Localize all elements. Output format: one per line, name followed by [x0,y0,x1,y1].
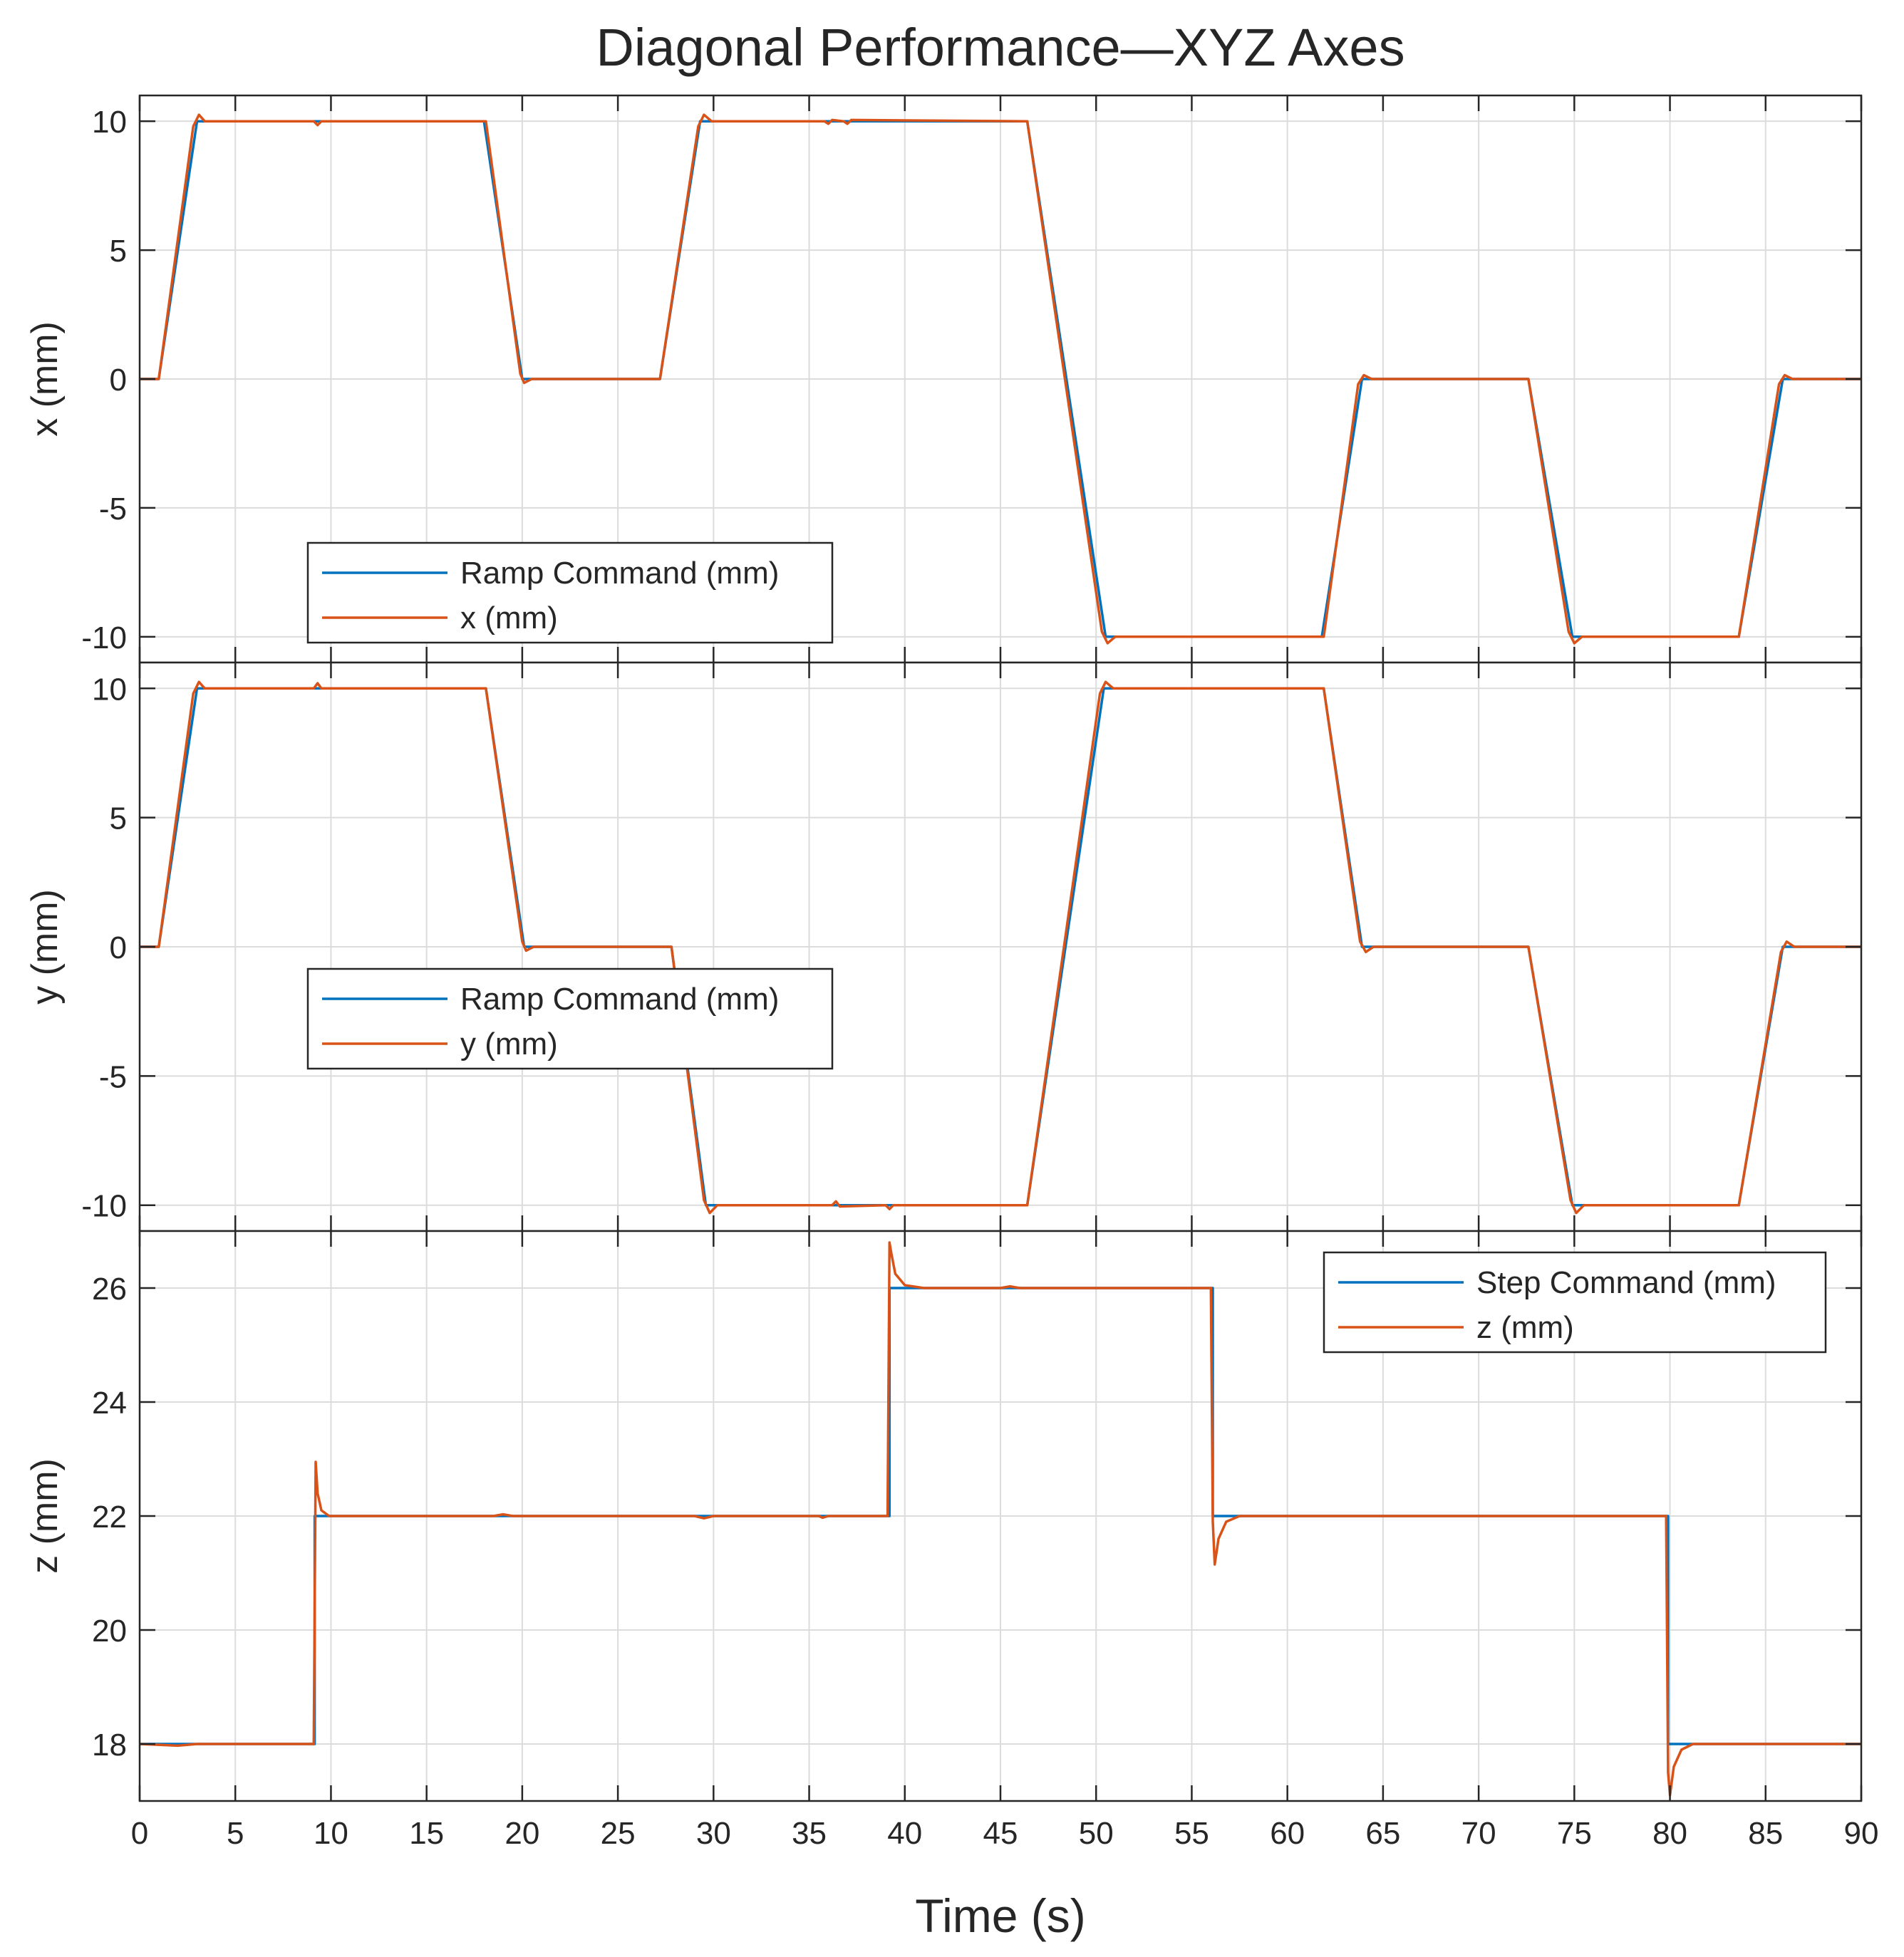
panel-y: -10 -5 0 5 10 y (mm) Ramp Command (mm) y (mm) [24,661,1863,1232]
y-tick-label-y: 5 [110,801,127,836]
legend-x: Ramp Command (mm) x (mm) [306,541,834,644]
chart-title: Diagonal Performance—XYZ Axes [596,18,1404,77]
x-tick-label: 20 [505,1816,539,1851]
x-tick-label: 50 [1079,1816,1114,1851]
legend-label-y: y (mm) [460,1027,558,1061]
legend-box-y [306,967,834,1070]
legend-box-x [306,541,834,644]
x-tick-label: 30 [696,1816,731,1851]
y-tick-label-x: 5 [110,234,127,269]
x-axis-label: Time (s) [915,1889,1086,1942]
y-tick-label-z: 22 [92,1500,127,1535]
series-line-y-response [140,680,1861,1215]
x-tick-label: 40 [887,1816,922,1851]
y-tick-label-z: 20 [92,1614,127,1649]
series-line-z-response [139,1241,1861,1797]
y-tick-label-z: 18 [92,1728,127,1763]
x-tick-label: 15 [409,1816,444,1851]
legend-label-z: z (mm) [1476,1310,1574,1345]
y-tick-label-y: 0 [110,930,127,965]
legend-label-z: Step Command (mm) [1476,1265,1776,1300]
y-tick-label-z: 26 [92,1272,127,1307]
x-tick-label: 60 [1270,1816,1305,1851]
series-line-x-response [140,113,1861,645]
x-tick-label: 75 [1557,1816,1592,1851]
x-tick-label: 55 [1174,1816,1209,1851]
x-tick-label: 10 [314,1816,348,1851]
x-tick-label: 0 [131,1816,148,1851]
legend-y: Ramp Command (mm) y (mm) [306,967,834,1070]
y-axis-label-y: y (mm) [24,889,66,1005]
y-tick-label-x: 0 [110,363,127,398]
legend-label-x: x (mm) [460,601,558,635]
y-tick-label-x: -10 [81,621,127,655]
x-tick-label: 45 [983,1816,1018,1851]
x-tick-label: 25 [601,1816,636,1851]
y-tick-label-x: 10 [92,105,127,140]
y-tick-label-y: 10 [92,672,127,707]
y-tick-label-y: -5 [99,1059,127,1094]
y-tick-label-z: 24 [92,1386,127,1421]
x-tick-label: 85 [1748,1816,1783,1851]
x-tick-label: 5 [227,1816,244,1851]
y-axis-label-z: z (mm) [24,1458,66,1574]
y-tick-label-y: -10 [81,1189,127,1224]
x-tick-label: 90 [1844,1816,1879,1851]
y-axis-label-x: x (mm) [24,321,66,437]
y-tick-label-x: -5 [99,492,127,526]
panel-x: -10 -5 0 5 10 x (mm) Ramp Command (mm) x (mm) [24,94,1863,664]
legend-box-z [1323,1251,1827,1354]
x-tick-label: 65 [1365,1816,1400,1851]
x-tick-label: 35 [792,1816,827,1851]
legend-label-x: Ramp Command (mm) [460,556,779,591]
legend-z: Step Command (mm) z (mm) [1323,1251,1827,1354]
x-tick-label: 70 [1461,1816,1496,1851]
panel-z: 18 20 22 24 26 0 5 10 15 20 25 30 35 40 45 50 55 60 65 70 75… [24,1230,1879,1851]
x-tick-label: 80 [1652,1816,1687,1851]
legend-label-y: Ramp Command (mm) [460,982,779,1017]
